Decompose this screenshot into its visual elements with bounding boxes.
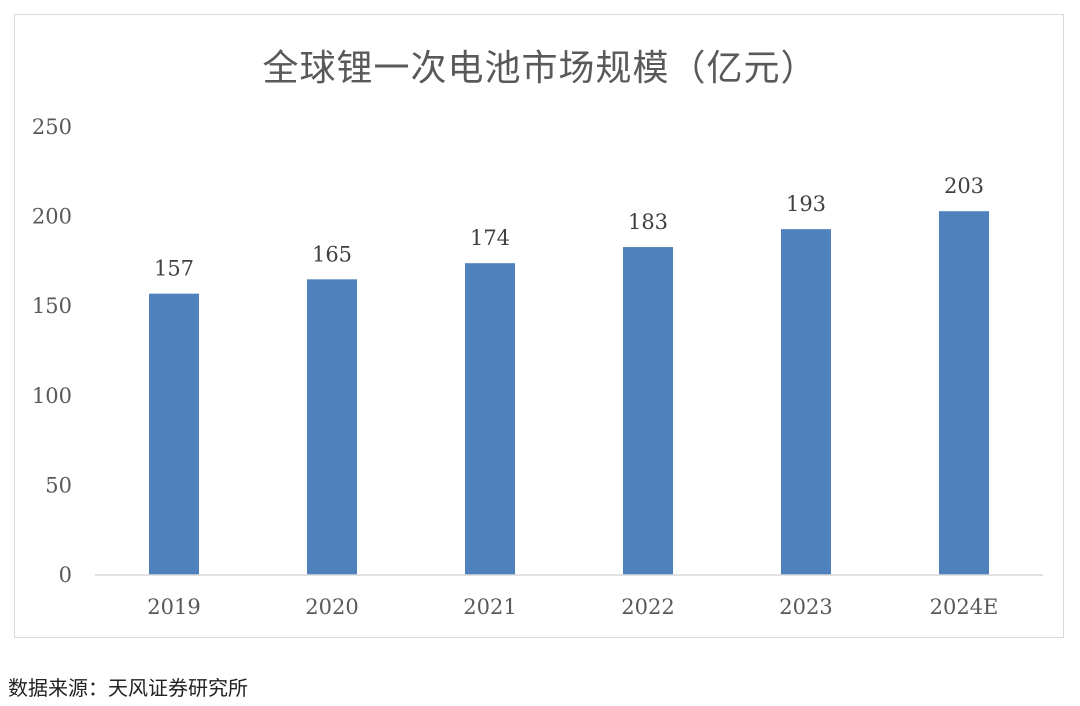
data-label-2019: 157 bbox=[154, 257, 194, 281]
x-tick-label-2022: 2022 bbox=[621, 595, 674, 619]
chart-title: 全球锂一次电池市场规模（亿元） bbox=[262, 48, 817, 89]
y-tick-label: 50 bbox=[45, 473, 72, 497]
bar-2024E bbox=[939, 211, 989, 575]
x-tick-label-2020: 2020 bbox=[305, 595, 358, 619]
bars bbox=[149, 211, 989, 576]
x-tick-label-2024E: 2024E bbox=[930, 595, 999, 619]
bar-chart: 全球锂一次电池市场规模（亿元） 0 50 100 150 200 250 157 165 17… bbox=[32, 48, 1043, 619]
x-tick-label-2021: 2021 bbox=[463, 595, 516, 619]
y-axis-ticks: 0 50 100 150 200 250 bbox=[32, 115, 72, 587]
data-label-2020: 165 bbox=[312, 242, 352, 266]
bar-2020 bbox=[307, 279, 357, 575]
y-tick-label: 100 bbox=[32, 384, 72, 408]
data-label-2022: 183 bbox=[628, 210, 668, 234]
bar-2019 bbox=[149, 293, 199, 575]
bar-2023 bbox=[781, 229, 831, 576]
y-tick-label: 250 bbox=[32, 115, 72, 139]
data-label-2021: 174 bbox=[470, 226, 510, 250]
x-tick-label-2023: 2023 bbox=[779, 595, 832, 619]
data-labels: 157 165 174 183 193 203 bbox=[154, 174, 984, 280]
bar-2022 bbox=[623, 247, 673, 575]
data-label-2023: 193 bbox=[786, 192, 826, 216]
y-tick-label: 150 bbox=[32, 294, 72, 318]
x-tick-label-2019: 2019 bbox=[147, 595, 200, 619]
y-tick-label: 0 bbox=[59, 563, 72, 587]
source-note: 数据来源：天风证券研究所 bbox=[8, 676, 248, 700]
x-axis-ticks: 2019 2020 2021 2022 2023 2024E bbox=[147, 595, 998, 619]
bar-2021 bbox=[465, 263, 515, 575]
y-tick-label: 200 bbox=[32, 205, 72, 229]
data-label-2024E: 203 bbox=[944, 174, 984, 198]
